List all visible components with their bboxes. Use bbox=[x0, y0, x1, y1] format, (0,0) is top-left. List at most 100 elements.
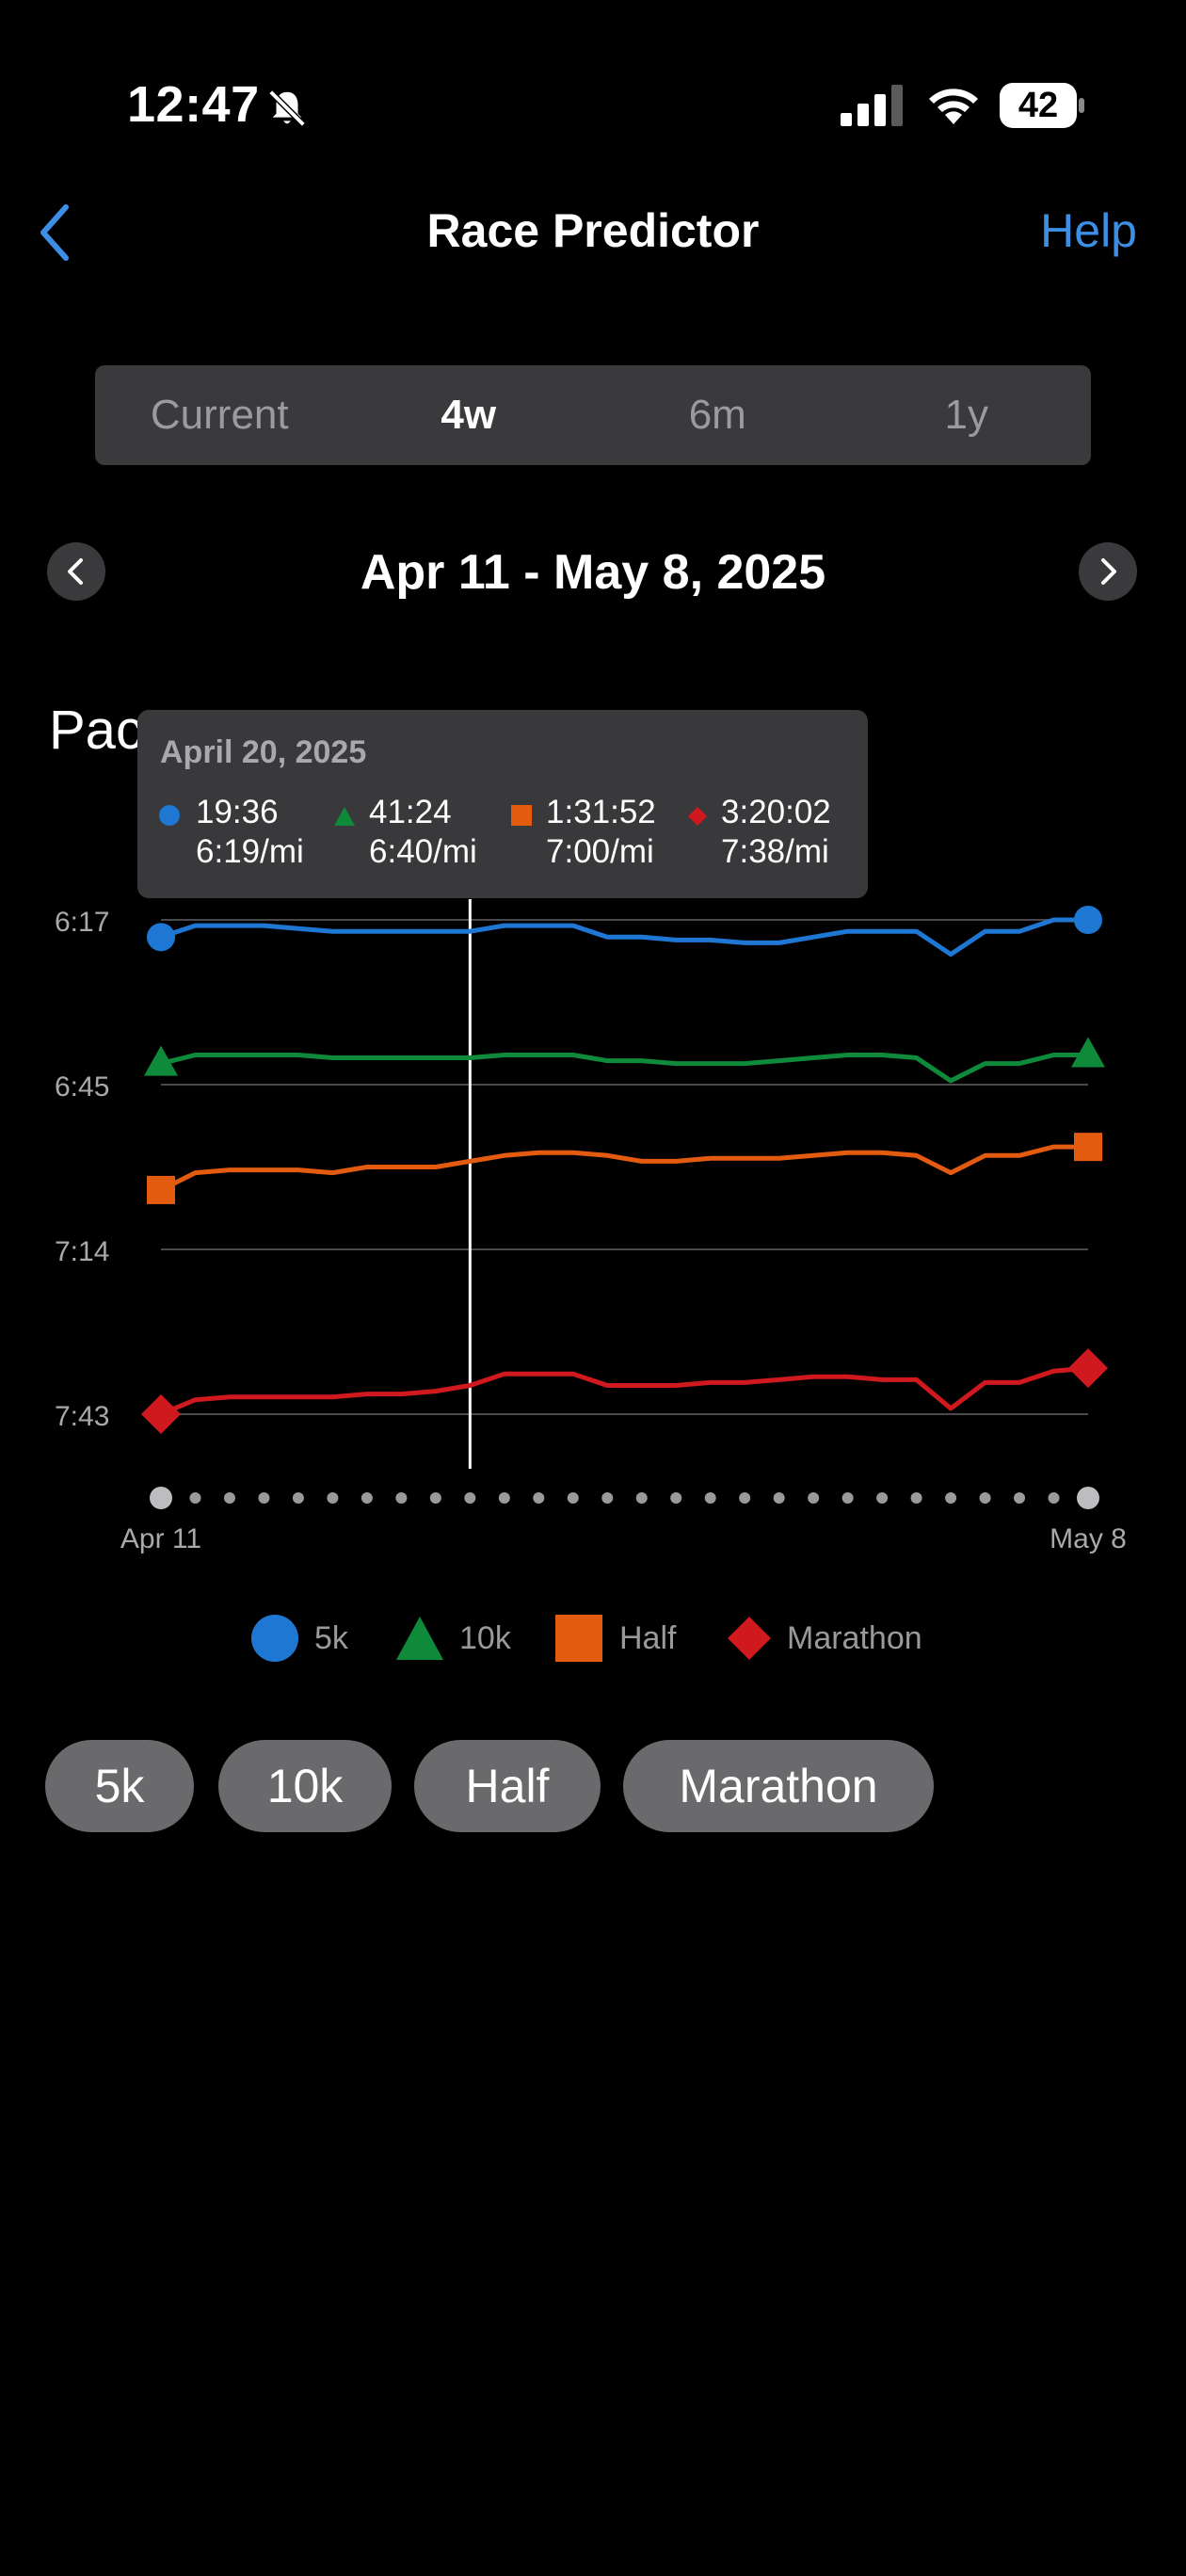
x-axis-dot[interactable] bbox=[1048, 1492, 1060, 1504]
x-axis-dot[interactable] bbox=[361, 1492, 373, 1504]
segment-current[interactable]: Current bbox=[150, 392, 289, 438]
signal-icon bbox=[841, 85, 903, 126]
filter-pill-10k[interactable]: 10k bbox=[218, 1740, 392, 1832]
x-axis-dot[interactable] bbox=[223, 1492, 235, 1504]
x-axis-dot[interactable] bbox=[739, 1492, 751, 1504]
x-axis-dot[interactable] bbox=[704, 1492, 716, 1504]
x-axis-dot[interactable] bbox=[841, 1492, 854, 1504]
series-endpoint-half bbox=[1074, 1133, 1102, 1162]
circle-marker-icon bbox=[251, 1615, 298, 1662]
x-axis-dot[interactable] bbox=[945, 1492, 957, 1504]
tooltip-time-5k: 19:36 bbox=[196, 794, 279, 830]
triangle-marker-icon bbox=[334, 807, 355, 826]
tooltip-pace-marathon: 7:38/mi bbox=[721, 833, 829, 870]
series-endpoint-10k bbox=[144, 1045, 178, 1076]
x-axis-dot[interactable] bbox=[979, 1492, 991, 1504]
filter-pill-5k[interactable]: 5k bbox=[45, 1740, 194, 1832]
x-axis-dot[interactable] bbox=[498, 1492, 510, 1504]
x-axis-dot[interactable] bbox=[910, 1492, 922, 1504]
battery-icon bbox=[1000, 83, 1084, 128]
x-axis-dot[interactable] bbox=[773, 1492, 785, 1504]
x-axis-label-start: Apr 11 bbox=[120, 1523, 201, 1554]
x-axis-dot[interactable] bbox=[150, 1487, 172, 1509]
series-endpoint-5k bbox=[1074, 906, 1102, 934]
x-axis-dot[interactable] bbox=[533, 1492, 545, 1504]
legend-item-marathon: Marathon bbox=[725, 1610, 922, 1666]
legend-label: Half bbox=[619, 1619, 677, 1656]
date-range-label: Apr 11 - May 8, 2025 bbox=[360, 545, 826, 600]
series-endpoint-marathon bbox=[141, 1394, 181, 1434]
page-title: Race Predictor bbox=[426, 204, 760, 257]
tooltip-time-half: 1:31:52 bbox=[546, 794, 656, 830]
legend-item-10k: 10k bbox=[395, 1610, 511, 1666]
tooltip-item-half: 1:31:52 7:00/mi bbox=[510, 793, 656, 872]
legend-label: 10k bbox=[459, 1619, 511, 1656]
chart-tooltip: April 20, 2025 19:36 6:19/mi 41:24 6:40/… bbox=[137, 710, 868, 898]
segment-1y[interactable]: 1y bbox=[944, 392, 988, 438]
x-axis-dot[interactable] bbox=[189, 1492, 201, 1504]
series-line-half bbox=[158, 1144, 1091, 1193]
x-axis-dot[interactable] bbox=[808, 1492, 820, 1504]
tooltip-date: April 20, 2025 bbox=[160, 734, 367, 770]
segment-6m[interactable]: 6m bbox=[688, 392, 746, 438]
diamond-marker-icon bbox=[688, 807, 707, 826]
status-time: 12:47 bbox=[127, 76, 260, 133]
x-axis-label-end: May 8 bbox=[1050, 1523, 1127, 1554]
chevron-right-icon bbox=[1101, 558, 1116, 585]
previous-range-button[interactable] bbox=[47, 542, 105, 601]
x-axis-dot[interactable] bbox=[635, 1492, 648, 1504]
filter-pill-half[interactable]: Half bbox=[414, 1740, 601, 1832]
tooltip-time-10k: 41:24 bbox=[369, 794, 452, 830]
segment-4w[interactable]: 4w bbox=[441, 392, 497, 438]
y-tick-label: 7:14 bbox=[55, 1236, 109, 1267]
series-endpoint-half bbox=[147, 1175, 175, 1204]
tooltip-item-marathon: 3:20:02 7:38/mi bbox=[687, 793, 831, 872]
tooltip-item-10k: 41:24 6:40/mi bbox=[333, 793, 477, 872]
diamond-marker-icon bbox=[728, 1617, 771, 1660]
legend-label: Marathon bbox=[787, 1619, 922, 1656]
legend-item-5k: 5k bbox=[250, 1610, 348, 1666]
legend-label: 5k bbox=[314, 1619, 348, 1656]
x-axis-dot[interactable] bbox=[1014, 1492, 1026, 1504]
series-endpoint-10k bbox=[1071, 1037, 1105, 1068]
triangle-marker-icon bbox=[396, 1617, 443, 1660]
series-line-10k bbox=[158, 1053, 1091, 1084]
x-axis-dot[interactable] bbox=[567, 1492, 579, 1504]
next-range-button[interactable] bbox=[1079, 542, 1137, 601]
y-tick-label: 7:43 bbox=[55, 1401, 109, 1432]
square-marker-icon bbox=[511, 805, 532, 826]
tooltip-pace-half: 7:00/mi bbox=[546, 833, 654, 870]
tooltip-pace-5k: 6:19/mi bbox=[196, 833, 304, 870]
series-line-5k bbox=[158, 917, 1091, 958]
tooltip-pace-10k: 6:40/mi bbox=[369, 833, 477, 870]
battery-level: 42 bbox=[1018, 86, 1059, 125]
tooltip-time-marathon: 3:20:02 bbox=[721, 794, 831, 830]
wifi-icon bbox=[929, 89, 978, 124]
period-segmented-control: Current 4w 6m 1y bbox=[95, 365, 1091, 465]
legend-item-half: Half bbox=[555, 1610, 676, 1666]
x-axis-dot[interactable] bbox=[670, 1492, 682, 1504]
series-line-marathon bbox=[158, 1365, 1091, 1417]
tooltip-item-5k: 19:36 6:19/mi bbox=[158, 793, 304, 872]
y-tick-label: 6:45 bbox=[55, 1071, 109, 1103]
pace-chart[interactable]: 6:17 6:45 7:14 7:43 Apr 11 May 8 bbox=[0, 847, 1186, 1582]
x-axis-dot[interactable] bbox=[601, 1492, 614, 1504]
square-marker-icon bbox=[555, 1615, 602, 1662]
series-endpoint-marathon bbox=[1068, 1348, 1108, 1389]
x-axis-dot[interactable] bbox=[1077, 1487, 1099, 1509]
back-chevron-icon[interactable] bbox=[34, 200, 75, 266]
circle-marker-icon bbox=[159, 805, 180, 826]
x-axis-dot[interactable] bbox=[292, 1492, 304, 1504]
x-axis-dot[interactable] bbox=[327, 1492, 339, 1504]
x-axis-dot[interactable] bbox=[876, 1492, 889, 1504]
chevron-left-icon bbox=[68, 558, 83, 585]
x-axis-dot[interactable] bbox=[395, 1492, 408, 1504]
x-axis-dot[interactable] bbox=[258, 1492, 270, 1504]
help-button[interactable]: Help bbox=[1040, 204, 1137, 257]
x-axis-dot[interactable] bbox=[429, 1492, 441, 1504]
filter-pill-marathon[interactable]: Marathon bbox=[623, 1740, 934, 1832]
y-tick-label: 6:17 bbox=[55, 907, 109, 938]
x-axis-dot[interactable] bbox=[464, 1492, 476, 1504]
chart-legend: 5k 10k Half Marathon bbox=[0, 1610, 1186, 1666]
bell-off-icon bbox=[268, 89, 306, 127]
